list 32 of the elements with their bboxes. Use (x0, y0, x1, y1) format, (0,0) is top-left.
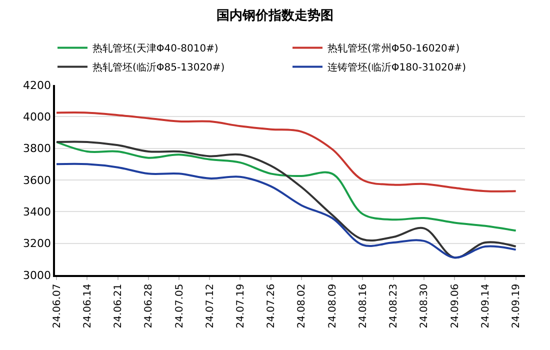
x-tick-label: 24.09.14 (480, 284, 492, 328)
y-tick-label: 4000 (23, 110, 52, 124)
line-series (56, 141, 517, 232)
x-tick-label: 24.07.19 (235, 284, 246, 328)
x-tick-label: 24.06.28 (144, 284, 155, 328)
chart-title: 国内钢价指数走势图 (216, 8, 334, 24)
x-tick-label: 24.06.14 (82, 284, 94, 328)
y-tick-label: 4200 (23, 78, 52, 92)
x-tick-label: 24.08.23 (388, 284, 400, 328)
y-tick-label: 3800 (23, 142, 52, 156)
x-tick-label: 24.08.09 (327, 284, 338, 328)
y-tick-label: 3400 (23, 206, 52, 219)
y-tick-label: 3000 (23, 268, 52, 282)
x-tick-label: 24.08.02 (296, 284, 308, 328)
x-tick-label: 24.08.30 (419, 284, 430, 328)
x-tick-label: 24.06.21 (113, 284, 124, 328)
x-tick-label: 24.09.06 (450, 284, 461, 328)
legend-label: 热轧管坯(常州Φ50-16020#) (328, 42, 460, 55)
y-tick-label: 3200 (23, 237, 52, 250)
legend-label: 连铸管坯(临沂Φ180-31020#) (328, 62, 466, 74)
x-tick-label: 24.07.05 (174, 284, 186, 328)
x-tick-label: 24.08.16 (358, 284, 369, 328)
x-tick-label: 24.09.19 (511, 284, 522, 328)
y-tick-label: 3600 (23, 174, 52, 187)
line-series (56, 140, 517, 259)
x-tick-label: 24.07.12 (204, 284, 216, 328)
legend-label: 热轧管坯(临沂Φ85-13020#) (92, 62, 225, 74)
x-tick-label: 24.06.07 (52, 284, 63, 328)
legend-label: 热轧管坯(天津Φ40-8010#) (92, 42, 218, 55)
line-series (56, 112, 517, 192)
x-tick-label: 24.07.26 (266, 284, 278, 328)
line-series (56, 162, 517, 259)
